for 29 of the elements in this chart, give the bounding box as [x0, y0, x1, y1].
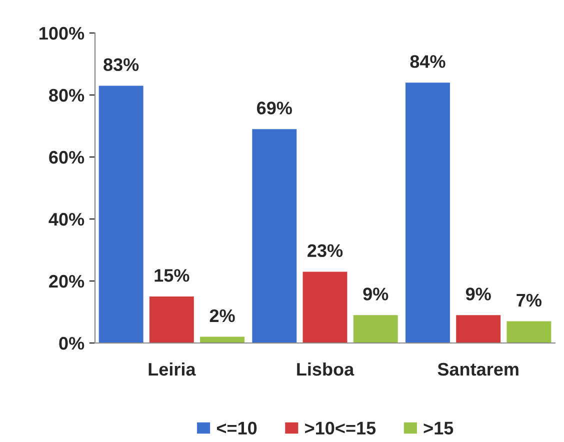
y-tick-label: 40% — [48, 212, 84, 226]
data-label: 2% — [210, 309, 235, 322]
legend-label: >10<=15 — [305, 422, 376, 435]
data-label: 9% — [363, 288, 388, 300]
data-label: 69% — [256, 102, 292, 114]
bar — [149, 296, 194, 343]
bar — [252, 129, 297, 343]
legend-label: >15 — [424, 422, 454, 435]
data-label: 15% — [154, 269, 190, 282]
bar — [456, 315, 501, 343]
y-tick-label: 0% — [59, 336, 84, 350]
bar — [406, 82, 450, 343]
y-tick-label: 20% — [49, 274, 84, 288]
bar — [98, 86, 144, 343]
x-tick-label: Santarem — [438, 362, 518, 376]
legend-label: <=10 — [216, 422, 257, 435]
data-label: 83% — [104, 58, 139, 72]
data-label: 9% — [466, 288, 491, 300]
data-label: 84% — [410, 55, 446, 68]
x-tick-label: Leiria — [148, 362, 196, 376]
x-tick-label: Lisboa — [297, 362, 354, 376]
y-tick-label: 60% — [49, 150, 84, 164]
data-label: 23% — [308, 244, 343, 258]
y-tick-label: 100% — [40, 26, 84, 40]
data-label: 7% — [516, 294, 542, 307]
y-tick-label: 80% — [49, 88, 84, 102]
bar — [353, 315, 398, 343]
bar — [302, 272, 348, 343]
bar — [506, 321, 552, 343]
